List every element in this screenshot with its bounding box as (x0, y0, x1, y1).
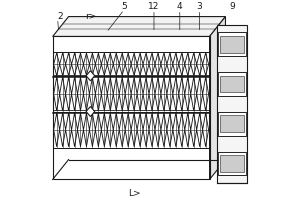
Text: 4: 4 (177, 2, 183, 11)
Bar (218, 72, 246, 96)
Bar (217, 25, 247, 183)
Polygon shape (53, 17, 226, 36)
Text: 9: 9 (230, 2, 235, 11)
Polygon shape (86, 71, 95, 81)
Bar (218, 152, 246, 175)
Text: 5: 5 (121, 2, 127, 11)
Text: L>: L> (128, 189, 140, 198)
Text: 12: 12 (148, 2, 160, 11)
Text: r>: r> (85, 12, 96, 21)
Bar (218, 112, 246, 136)
Bar (220, 115, 244, 132)
Bar (220, 36, 244, 53)
Polygon shape (210, 17, 226, 179)
Bar (220, 76, 244, 92)
Bar (218, 32, 246, 56)
Text: 3: 3 (197, 2, 203, 11)
Bar (220, 155, 244, 172)
Text: 2: 2 (58, 12, 63, 21)
Polygon shape (86, 107, 95, 117)
